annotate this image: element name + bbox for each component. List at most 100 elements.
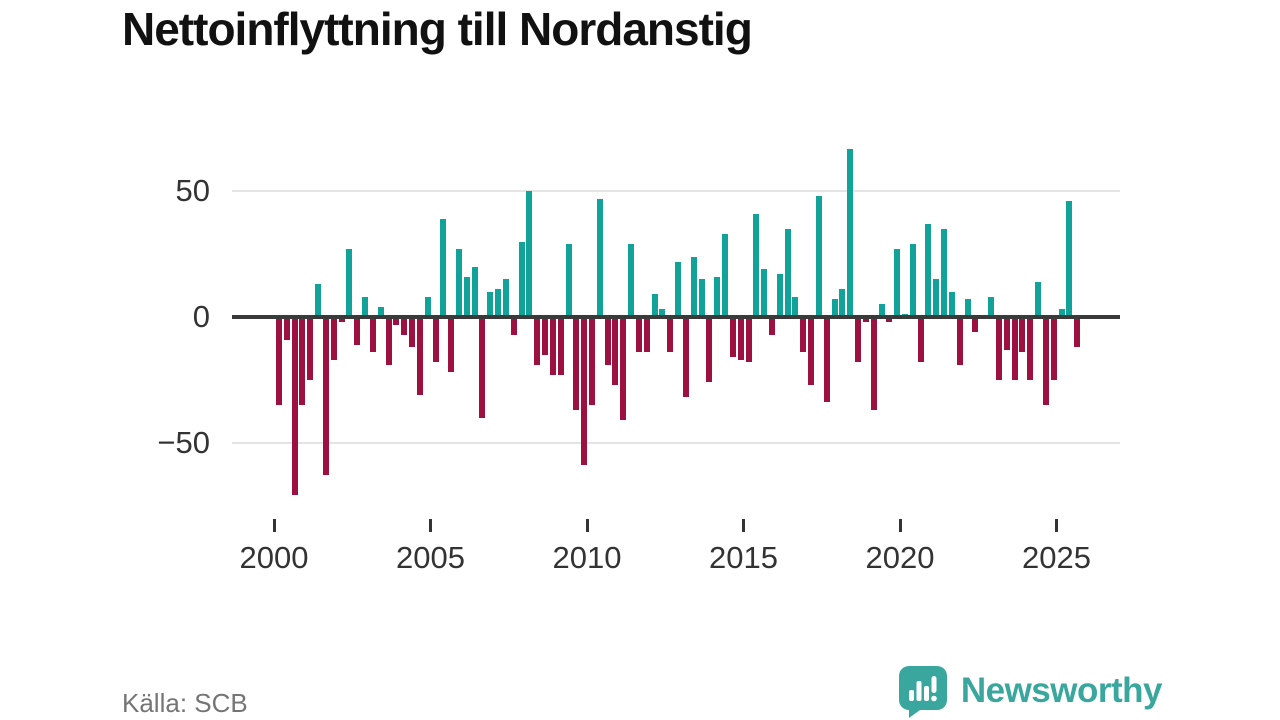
- bar-2010Q2: [596, 198, 603, 317]
- bar-2017Q4: [831, 299, 838, 317]
- bar-2015Q1: [745, 317, 752, 363]
- bar-2025Q2: [1066, 201, 1073, 317]
- bar-2009Q1: [557, 317, 564, 375]
- bar-2025Q1: [1058, 309, 1065, 317]
- bar-2002Q3: [354, 317, 361, 345]
- bar-2003Q4: [393, 317, 400, 325]
- plot-area: [232, 140, 1120, 540]
- bar-2018Q2: [847, 148, 854, 317]
- bar-2012Q4: [675, 261, 682, 317]
- bar-2011Q1: [620, 317, 627, 421]
- bar-2000Q3: [291, 317, 298, 496]
- bar-2017Q2: [815, 196, 822, 317]
- bar-2016Q2: [784, 229, 791, 317]
- x-tick-2015: [742, 519, 745, 532]
- bar-2004Q1: [401, 317, 408, 335]
- bar-2024Q3: [1042, 317, 1049, 405]
- x-tick-2025: [1055, 519, 1058, 532]
- bar-2013Q3: [698, 279, 705, 317]
- x-axis-label-2020: 2020: [865, 540, 935, 575]
- bar-2023Q4: [1019, 317, 1026, 353]
- zero-line: [232, 315, 1120, 319]
- bar-2023Q1: [995, 317, 1002, 380]
- bar-2000Q4: [299, 317, 306, 405]
- bar-2008Q3: [542, 317, 549, 355]
- bar-2006Q4: [487, 291, 494, 317]
- bar-2007Q2: [502, 279, 509, 317]
- gridline-y-50: [232, 441, 1120, 444]
- bar-2021Q4: [956, 317, 963, 365]
- bar-2024Q1: [1027, 317, 1034, 380]
- bar-2020Q2: [909, 244, 916, 317]
- bar-2014Q3: [729, 317, 736, 358]
- bar-2018Q1: [839, 289, 846, 317]
- bar-2011Q4: [643, 317, 650, 353]
- bar-2012Q1: [651, 294, 658, 317]
- bar-2005Q4: [455, 249, 462, 317]
- bar-2024Q4: [1050, 317, 1057, 380]
- chart-title: Nettoinflyttning till Nordanstig: [122, 3, 753, 55]
- bar-2017Q3: [823, 317, 830, 403]
- bar-2000Q1: [276, 317, 282, 405]
- bar-2008Q2: [534, 317, 541, 365]
- bar-2015Q2: [753, 213, 760, 317]
- x-axis-label-2010: 2010: [552, 540, 622, 575]
- bar-2003Q2: [377, 306, 384, 317]
- bar-2024Q2: [1035, 281, 1042, 317]
- bar-2006Q1: [463, 276, 470, 317]
- bar-2002Q4: [362, 296, 369, 317]
- bar-2001Q2: [315, 284, 322, 317]
- bar-2023Q3: [1011, 317, 1018, 380]
- bar-2022Q4: [988, 296, 995, 317]
- y-axis-label-50: 50: [175, 173, 210, 209]
- bar-2006Q2: [471, 266, 478, 317]
- bar-2007Q1: [495, 289, 502, 317]
- bar-2025Q3: [1074, 317, 1081, 348]
- bar-2013Q1: [682, 317, 689, 398]
- bar-2003Q3: [385, 317, 392, 365]
- x-tick-2020: [898, 519, 902, 532]
- bar-2009Q3: [573, 317, 580, 410]
- bar-2002Q2: [346, 249, 353, 317]
- bar-2001Q1: [307, 317, 314, 380]
- bar-2008Q1: [526, 191, 533, 317]
- bar-2013Q2: [690, 256, 697, 317]
- bar-2018Q3: [855, 317, 862, 363]
- x-axis-label-2025: 2025: [1022, 540, 1091, 575]
- bar-2004Q4: [424, 296, 431, 317]
- newsworthy-logo[interactable]: Newsworthy: [897, 664, 1163, 718]
- bar-2010Q3: [604, 317, 611, 365]
- bar-2015Q3: [761, 269, 768, 317]
- x-tick-2005: [429, 519, 432, 532]
- bar-2010Q1: [589, 317, 595, 405]
- bar-2008Q4: [549, 317, 556, 375]
- x-axis-label-2015: 2015: [709, 540, 778, 575]
- bar-2021Q3: [948, 291, 955, 317]
- gridline-y50: [232, 190, 1120, 193]
- bar-2012Q2: [659, 309, 666, 317]
- x-axis-label-2005: 2005: [396, 540, 465, 575]
- bar-2012Q3: [667, 317, 674, 353]
- bar-2016Q1: [776, 274, 783, 317]
- bar-2005Q1: [432, 317, 439, 363]
- bar-2020Q4: [925, 224, 932, 317]
- bar-2019Q3: [886, 317, 893, 323]
- bar-2014Q2: [722, 234, 729, 317]
- bar-2013Q4: [706, 317, 713, 383]
- bar-2016Q3: [792, 296, 799, 317]
- bar-2018Q4: [862, 317, 869, 323]
- y-axis-label-0: 0: [192, 299, 210, 334]
- bar-2019Q1: [870, 317, 877, 410]
- bar-2014Q4: [737, 317, 744, 360]
- bar-2015Q4: [768, 317, 775, 335]
- newsworthy-bubble-icon: [898, 666, 947, 718]
- bar-2017Q1: [808, 317, 815, 385]
- bar-2021Q1: [933, 279, 940, 317]
- bar-2020Q3: [917, 317, 924, 363]
- bar-2023Q2: [1003, 317, 1010, 350]
- bar-2005Q2: [440, 218, 447, 317]
- bar-2021Q2: [941, 229, 948, 317]
- x-tick-2000: [272, 519, 276, 532]
- bar-2005Q3: [448, 317, 455, 373]
